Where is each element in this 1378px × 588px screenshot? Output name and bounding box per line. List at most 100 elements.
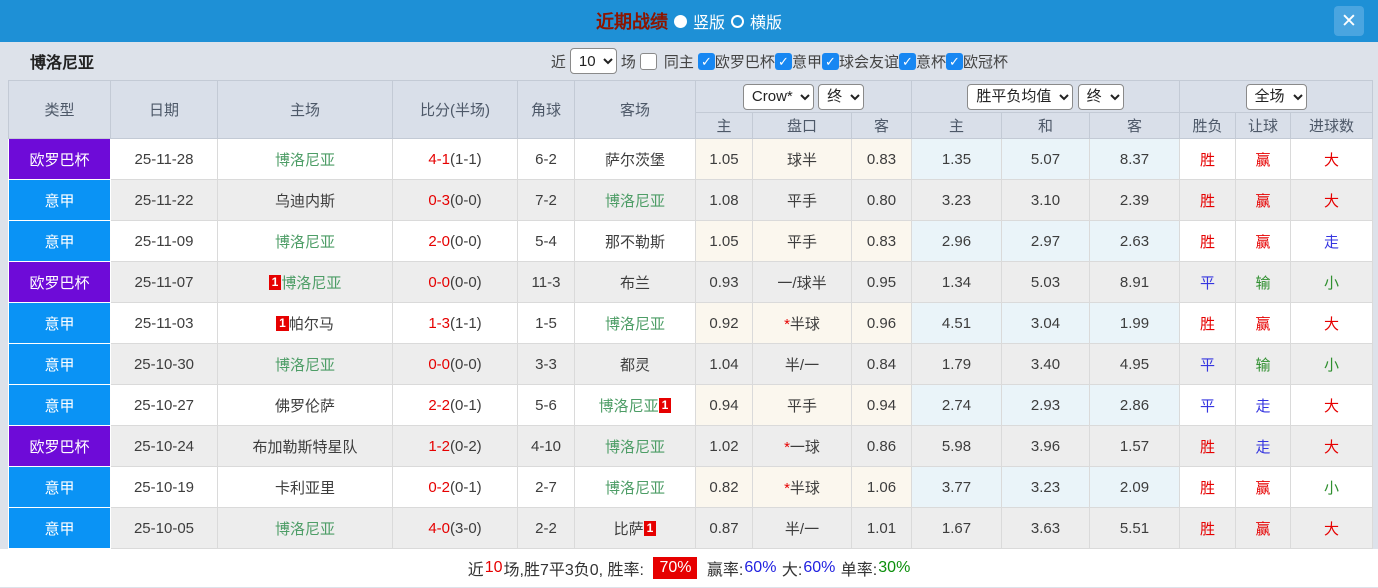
home-team-cell: 博洛尼亚 bbox=[217, 343, 393, 385]
match-row: 意甲 25-10-27 佛罗伦萨 2-2(0-1) 5-6 博洛尼亚 1 0.94 平手 0.94… bbox=[8, 384, 1374, 426]
half-time-score: (3-0) bbox=[450, 519, 482, 537]
handicap-away-odds-cell: 0.83 bbox=[850, 220, 913, 262]
full-time-score: 0-0 bbox=[428, 355, 450, 373]
handicap-result-cell: 赢 bbox=[1235, 466, 1292, 508]
league-filter-checkbox[interactable]: ✓ bbox=[821, 52, 839, 70]
team-name-text: 博洛尼亚 bbox=[604, 192, 665, 210]
horizontal-layout-radio[interactable] bbox=[731, 14, 744, 28]
footer-near-label: 近 bbox=[467, 562, 484, 579]
handicap-home-odds-cell: 0.87 bbox=[695, 507, 753, 549]
league-cell: 欧罗巴杯 bbox=[8, 261, 111, 303]
corner-cell: 7-2 bbox=[517, 179, 575, 221]
home-team-cell: 卡利亚里 bbox=[217, 466, 393, 508]
avg-home-odds-cell: 1.35 bbox=[911, 138, 1003, 180]
handicap-home-odds-cell: 0.94 bbox=[695, 384, 753, 426]
home-team-cell: 博洛尼亚 bbox=[217, 507, 393, 549]
handicap-star: * bbox=[784, 315, 790, 333]
team-name-text: 博洛尼亚 bbox=[604, 315, 665, 333]
avg-away-odds-cell: 2.09 bbox=[1089, 466, 1181, 508]
sub-header-let: 让球 bbox=[1235, 112, 1292, 139]
team-name-text: 博洛尼亚 bbox=[604, 479, 665, 497]
avg-home-odds-cell: 5.98 bbox=[911, 425, 1003, 467]
away-team-cell: 博洛尼亚 bbox=[574, 425, 696, 467]
handicap-line-cell: 半/一 bbox=[752, 343, 852, 385]
col-header-type: 类型 bbox=[8, 80, 111, 139]
home-team-cell: 乌迪内斯 bbox=[217, 179, 393, 221]
score-cell: 0-2(0-1) bbox=[392, 466, 518, 508]
match-scope-select[interactable]: 全场 bbox=[1245, 83, 1307, 110]
match-row: 欧罗巴杯 25-10-24 布加勒斯特星队 1-2(0-2) 4-10 博洛尼亚 1.02 *… bbox=[8, 425, 1374, 467]
handicap-line-cell: *半球 bbox=[752, 466, 852, 508]
goals-result-cell: 小 bbox=[1290, 466, 1374, 508]
vertical-layout-radio[interactable] bbox=[673, 14, 687, 28]
team-name-text: 萨尔茨堡 bbox=[604, 151, 665, 169]
league-filter-checkbox[interactable]: ✓ bbox=[945, 52, 963, 70]
footer-games-count: 10 bbox=[484, 559, 503, 576]
league-cell: 意甲 bbox=[8, 343, 111, 385]
league-cell: 意甲 bbox=[8, 466, 111, 508]
red-card-badge: 1 bbox=[268, 274, 282, 290]
avg-home-odds-cell: 1.79 bbox=[911, 343, 1003, 385]
home-team-cell: 1 博洛尼亚 bbox=[217, 261, 393, 303]
footer-big-rate: 60% bbox=[803, 559, 836, 576]
handicap-result-cell: 赢 bbox=[1235, 179, 1292, 221]
summary-footer: 近 10 场,胜7平3负0, 胜率: 70% 赢率: 60% 大: 60% 单率… bbox=[0, 549, 1378, 587]
odds-company-select[interactable]: Crow* bbox=[742, 83, 814, 110]
match-row: 意甲 25-11-09 博洛尼亚 2-0(0-0) 5-4 那不勒斯 1.05 平手 0.83 2… bbox=[8, 220, 1374, 262]
score-cell: 0-3(0-0) bbox=[392, 179, 518, 221]
handicap-away-odds-cell: 0.86 bbox=[850, 425, 913, 467]
league-cell: 意甲 bbox=[8, 179, 111, 221]
league-cell: 意甲 bbox=[8, 302, 111, 344]
games-count-select[interactable]: 10 bbox=[569, 48, 617, 74]
sub-header-handicap-away: 客 bbox=[850, 112, 913, 139]
avg-away-odds-cell: 2.39 bbox=[1089, 179, 1181, 221]
away-team-cell: 那不勒斯 bbox=[574, 220, 696, 262]
handicap-star: * bbox=[784, 479, 790, 497]
score-cell: 2-2(0-1) bbox=[392, 384, 518, 426]
avg-draw-odds-cell: 3.63 bbox=[1001, 507, 1091, 549]
handicap-line-cell: *半球 bbox=[752, 302, 852, 344]
average-time-select[interactable]: 终 bbox=[1077, 83, 1124, 110]
team-name-text: 博洛尼亚 bbox=[274, 151, 335, 169]
corner-cell: 5-4 bbox=[517, 220, 575, 262]
score-cell: 1-2(0-2) bbox=[392, 425, 518, 467]
league-filter-checkbox[interactable]: ✓ bbox=[898, 52, 916, 70]
half-time-score: (0-0) bbox=[450, 273, 482, 291]
full-time-score: 0-2 bbox=[428, 478, 450, 496]
league-cell: 意甲 bbox=[8, 507, 111, 549]
avg-draw-odds-cell: 3.23 bbox=[1001, 466, 1091, 508]
handicap-selects-cell: Crow* 终 bbox=[694, 80, 913, 113]
avg-away-odds-cell: 4.95 bbox=[1089, 343, 1181, 385]
avg-draw-odds-cell: 5.03 bbox=[1001, 261, 1091, 303]
full-time-score: 0-3 bbox=[428, 191, 450, 209]
date-cell: 25-11-03 bbox=[110, 302, 218, 344]
league-filter-checkbox[interactable]: ✓ bbox=[774, 52, 792, 70]
col-header-away: 客场 bbox=[574, 80, 696, 139]
avg-away-odds-cell: 1.99 bbox=[1089, 302, 1181, 344]
full-time-score: 2-0 bbox=[428, 232, 450, 250]
match-row: 意甲 25-10-05 博洛尼亚 4-0(3-0) 2-2 比萨 1 0.87 半/一 1.01 1… bbox=[8, 507, 1374, 549]
footer-win-odds-label: 赢率: bbox=[702, 562, 744, 579]
sub-header-avg-home: 主 bbox=[911, 112, 1003, 139]
wdl-result-cell: 胜 bbox=[1179, 425, 1237, 467]
wdl-average-select[interactable]: 胜平负均值 bbox=[967, 83, 1074, 110]
avg-draw-odds-cell: 2.93 bbox=[1001, 384, 1091, 426]
avg-home-odds-cell: 2.96 bbox=[911, 220, 1003, 262]
goals-result-cell: 小 bbox=[1290, 261, 1374, 303]
avg-home-odds-cell: 4.51 bbox=[911, 302, 1003, 344]
same-home-checkbox[interactable] bbox=[639, 52, 657, 70]
full-time-score: 1-2 bbox=[428, 437, 450, 455]
wdl-result-cell: 胜 bbox=[1179, 138, 1237, 180]
league-filter-checkbox[interactable]: ✓ bbox=[697, 52, 715, 70]
team-name-text: 佛罗伦萨 bbox=[274, 397, 335, 415]
avg-away-odds-cell: 5.51 bbox=[1089, 507, 1181, 549]
half-time-score: (0-2) bbox=[450, 437, 482, 455]
league-filter-group: ✓ 欧罗巴杯 ✓ 意甲 ✓ 球会友谊 ✓ 意杯 ✓ 欧冠杯 bbox=[697, 51, 1008, 72]
sub-header-goals: 进球数 bbox=[1290, 112, 1374, 139]
close-icon[interactable]: ✕ bbox=[1334, 6, 1364, 36]
handicap-time-select[interactable]: 终 bbox=[818, 83, 865, 110]
handicap-home-odds-cell: 0.82 bbox=[695, 466, 753, 508]
handicap-home-odds-cell: 0.93 bbox=[695, 261, 753, 303]
handicap-star: * bbox=[784, 438, 790, 456]
half-time-score: (0-0) bbox=[450, 232, 482, 250]
